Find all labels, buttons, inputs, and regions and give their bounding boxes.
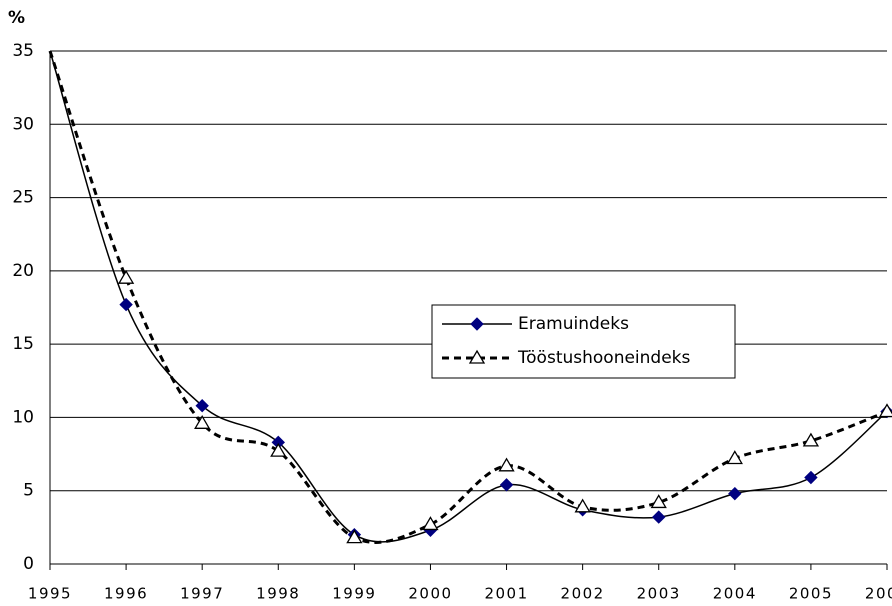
legend-label: Eramuindeks [518,314,629,334]
y-tick-label: 5 [23,481,34,501]
y-axis-label: % [8,8,25,28]
marker [119,297,133,312]
x-tick-label: 1998 [256,585,300,603]
marker [468,349,486,364]
marker [726,450,743,465]
legend-box [431,304,736,379]
y-tick-label: 10 [12,407,34,427]
marker [194,415,211,429]
marker [802,432,820,447]
marker [195,398,209,413]
y-tick-label: 20 [12,261,34,281]
marker [346,529,363,544]
legend-label: Tööstushooneindeks [517,348,691,368]
x-tick-label: 2000 [408,585,452,603]
x-tick-label: 2006 [865,585,892,603]
marker [470,317,484,331]
x-tick-label: 2001 [484,585,528,603]
marker [270,442,287,457]
x-tick-label: 1997 [180,585,224,603]
marker [574,498,591,513]
x-tick-label: 2003 [637,585,681,603]
marker [728,486,742,501]
y-tick-label: 0 [23,554,34,574]
marker [422,516,439,531]
y-tick-label: 35 [12,41,34,61]
x-tick-label: 1999 [332,585,376,603]
marker [878,403,892,418]
marker [117,269,135,284]
x-tick-label: 2005 [789,585,833,603]
marker [804,470,818,485]
x-tick-label: 2004 [713,585,757,603]
marker [650,494,667,509]
x-tick-label: 2002 [561,585,605,603]
x-tick-label: 1995 [28,585,72,603]
legend: Eramuindeks Tööstushooneindeks [431,304,736,379]
marker [652,510,666,524]
x-tick-label: 1996 [104,585,148,603]
marker [498,457,515,472]
y-tick-label: 25 [12,188,34,208]
y-tick-label: 15 [12,334,34,354]
y-tick-label: 30 [12,114,34,134]
marker [499,478,514,492]
